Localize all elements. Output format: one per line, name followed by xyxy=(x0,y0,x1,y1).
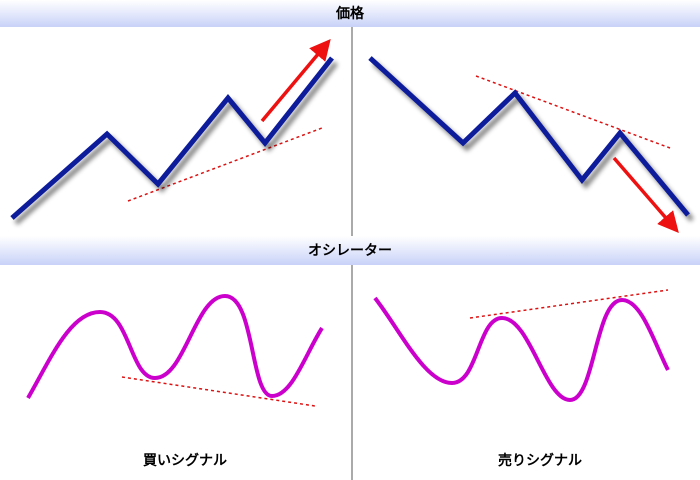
price-title: 価格 xyxy=(335,5,365,22)
oscillator-line xyxy=(373,296,670,403)
oscillator-line xyxy=(26,293,324,400)
down-arrow xyxy=(612,156,679,233)
up-arrow xyxy=(260,38,331,123)
trend-line xyxy=(469,289,669,319)
trend-line xyxy=(475,75,671,149)
price-line xyxy=(10,56,334,220)
header-band xyxy=(0,236,700,265)
price-line xyxy=(368,56,690,217)
oscillator-title: オシレーター xyxy=(308,243,392,259)
trend-line xyxy=(127,127,323,202)
buy-signal-label: 買いシグナル xyxy=(143,452,227,469)
header-band xyxy=(0,0,700,27)
sell-signal-label: 売りシグナル xyxy=(498,452,582,469)
trend-line xyxy=(121,376,316,407)
